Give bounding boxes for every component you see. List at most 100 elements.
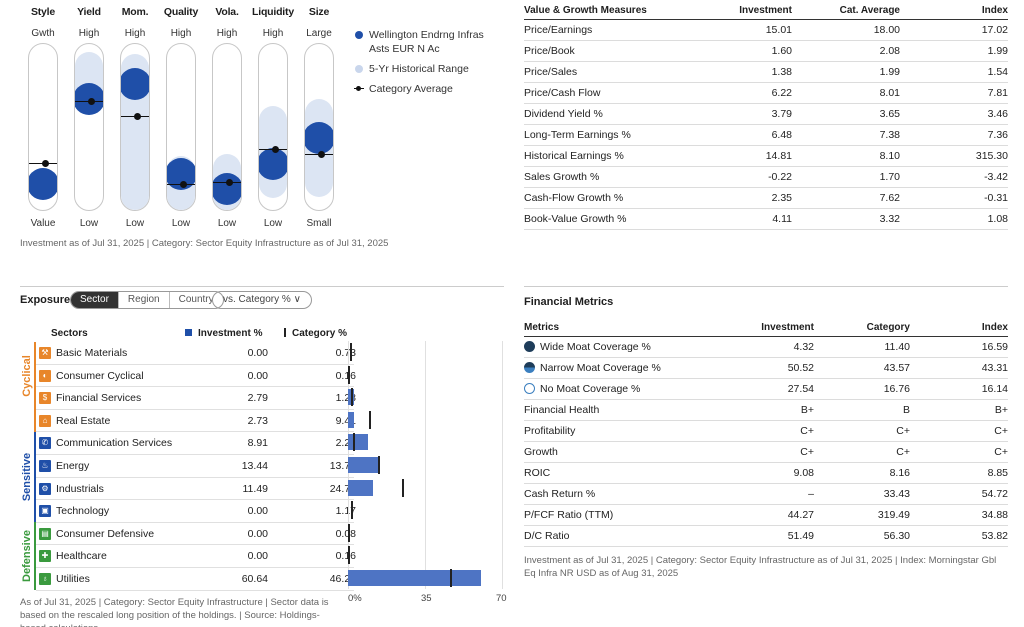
measure-value: 3.46 (900, 103, 1008, 125)
group-sensitive: Sensitive (20, 432, 34, 522)
metric-value: 33.43 (814, 483, 910, 506)
factor-top-label: High (170, 28, 192, 39)
tab-region[interactable]: Region (117, 292, 169, 308)
sectors-header: Sectors (51, 328, 88, 339)
measure-value: 7.81 (900, 82, 1008, 104)
compare-dropdown[interactable]: vs. Category % ∨ (212, 291, 312, 309)
column-header: Investment (714, 3, 792, 20)
consumer-defensive-icon: ▤ (39, 527, 51, 540)
basic-materials-icon: ⚒ (39, 347, 51, 359)
sector-investment: 2.73 (247, 414, 268, 427)
exposure-panel: Exposure Sector Region Country vs. Categ… (20, 286, 507, 627)
column-header: Metrics (524, 320, 724, 337)
utilities-icon: ♁ (39, 573, 51, 585)
category-marker (213, 179, 241, 186)
group-defensive-bar (34, 522, 36, 590)
measure-label: Book-Value Growth % (524, 208, 714, 231)
sector-row: ▤ Consumer Defensive 0.00 0.08 (36, 523, 356, 546)
column-header: Investment (724, 320, 814, 337)
metric-value: B+ (910, 399, 1008, 421)
group-defensive-label: Defensive (21, 530, 33, 582)
table-row: Sales Growth % -0.22 1.70 -3.42 (524, 166, 1008, 189)
sector-name: Technology (56, 505, 110, 518)
sector-investment: 13.44 (241, 460, 268, 472)
factor-bottom-label: Low (79, 218, 99, 229)
factor-column-liquidity: Liquidity High Low (252, 0, 294, 240)
tab-sector[interactable]: Sector (71, 292, 118, 308)
category-tick (368, 410, 371, 429)
metric-value: 4.32 (724, 336, 814, 358)
measure-value: 18.00 (792, 19, 900, 41)
metric-label: ROIC (524, 462, 724, 485)
factor-footnote: Investment as of Jul 31, 2025 | Category… (20, 238, 389, 249)
factor-legend: Wellington Endrng Infras Asts EUR N Ac 5… (354, 28, 505, 102)
factor-header: Style (30, 6, 56, 18)
sector-name: Basic Materials (56, 347, 128, 359)
axis-tick-label: 0% (348, 593, 362, 604)
measure-label: Cash-Flow Growth % (524, 187, 714, 210)
tab-country[interactable]: Country (168, 292, 223, 308)
sector-name: Consumer Cyclical (56, 369, 144, 382)
measure-value: 6.48 (714, 124, 792, 147)
measure-value: -0.22 (714, 166, 792, 189)
metric-value: 16.76 (814, 378, 910, 400)
group-cyclical-bar (34, 342, 36, 432)
metric-value: 34.88 (910, 504, 1008, 527)
category-tick (352, 433, 355, 452)
investment-swatch-icon (185, 329, 192, 336)
table-row: Price/Cash Flow 6.22 8.01 7.81 (524, 82, 1008, 104)
sector-row: ▣ Technology 0.00 1.17 (36, 500, 356, 523)
factor-column-size: Size Large Small (299, 0, 339, 240)
table-row: Profitability C+ C+ C+ (524, 420, 1008, 442)
measure-value: 8.10 (792, 145, 900, 168)
group-cyclical: Cyclical (20, 342, 34, 410)
measure-value: 17.02 (900, 19, 1008, 41)
factor-top-label: Large (306, 28, 332, 39)
sector-investment: 0.00 (247, 505, 268, 518)
measure-value: 15.01 (714, 19, 792, 41)
investment-bar (348, 434, 368, 451)
fund-marker (121, 68, 149, 100)
financial-metrics-footnote: Investment as of Jul 31, 2025 | Category… (524, 555, 997, 579)
sector-name: Industrials (56, 482, 104, 495)
technology-icon: ▣ (39, 505, 51, 518)
metric-label: No Moat Coverage % (524, 378, 724, 400)
measure-value: 1.70 (792, 166, 900, 189)
measure-label: Price/Sales (524, 61, 714, 83)
sector-category: 46.28 (329, 573, 356, 585)
consumer-cyclical-icon: ◐ (39, 369, 51, 382)
table-row: D/C Ratio 51.49 56.30 53.82 (524, 525, 1008, 548)
table-header-row: Metrics Investment Category Index (524, 320, 1008, 337)
sector-category: 1.28 (335, 392, 356, 405)
measure-value: 3.65 (792, 103, 900, 125)
sector-investment: 2.79 (247, 392, 268, 405)
category-tick (349, 343, 352, 361)
sector-category: 24.77 (329, 482, 356, 495)
sector-investment: 0.00 (247, 527, 268, 540)
fund-marker (29, 168, 57, 200)
value-growth-table: Value & Growth Measures Investment Cat. … (524, 3, 1008, 231)
metric-value: 54.72 (910, 483, 1008, 506)
metric-value: 319.49 (814, 504, 910, 527)
financial-metrics-title: Financial Metrics (524, 296, 614, 308)
metric-value: 16.14 (910, 378, 1008, 400)
factor-header: Vola. (215, 6, 239, 18)
investment-bar (348, 411, 354, 428)
measure-value: 1.08 (900, 208, 1008, 231)
measure-value: 7.62 (792, 187, 900, 210)
metric-value: 43.57 (814, 357, 910, 379)
measure-value: 1.99 (792, 61, 900, 83)
sector-row: ◐ Consumer Cyclical 0.00 0.16 (36, 365, 356, 388)
sector-row: ✚ Healthcare 0.00 0.16 (36, 545, 356, 568)
factor-header: Yield (77, 6, 101, 18)
metric-value: 43.31 (910, 357, 1008, 379)
factor-track (258, 43, 288, 211)
metric-label: Profitability (524, 420, 724, 442)
measure-label: Price/Earnings (524, 19, 714, 41)
category-tick (350, 388, 353, 407)
measure-value: 1.38 (714, 61, 792, 83)
factor-track (166, 43, 196, 211)
sector-bar-chart: 0% 35 70 (348, 341, 510, 604)
metric-value: C+ (814, 441, 910, 464)
sector-investment: 0.00 (247, 550, 268, 563)
